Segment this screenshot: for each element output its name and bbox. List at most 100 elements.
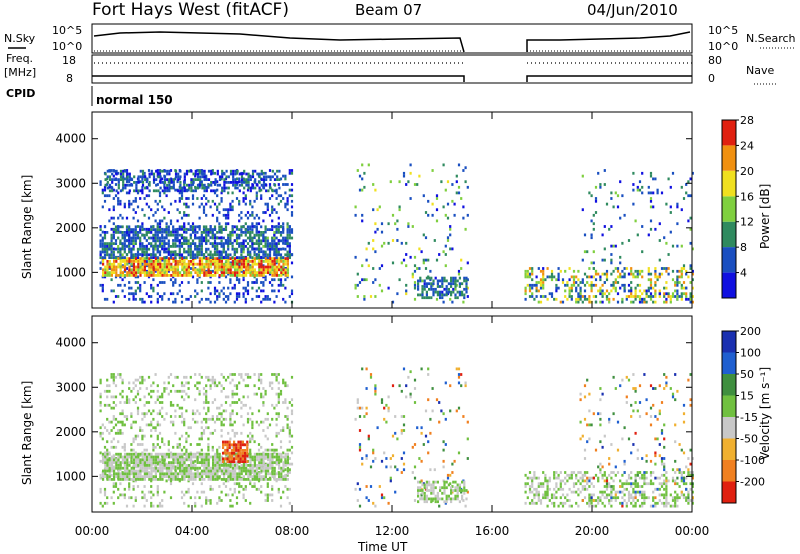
- heatmap-cell: [161, 475, 164, 478]
- heatmap-cell: [128, 485, 131, 488]
- heatmap-cell: [178, 245, 181, 248]
- heatmap-cell: [262, 274, 265, 277]
- heatmap-cell: [260, 464, 263, 467]
- heatmap-cell: [159, 257, 162, 260]
- heatmap-cell: [428, 287, 431, 291]
- heatmap-cell: [137, 455, 140, 459]
- heatmap-cell: [220, 403, 223, 407]
- heatmap-cell: [203, 466, 206, 470]
- heatmap-cell: [275, 375, 278, 379]
- heatmap-cell: [647, 278, 650, 282]
- heatmap-cell: [227, 375, 230, 379]
- heatmap-cell: [110, 420, 113, 424]
- heatmap-cell: [126, 472, 129, 476]
- heatmap-cell: [207, 286, 210, 290]
- heatmap-cell: [163, 281, 166, 284]
- heatmap-cell: [266, 247, 269, 251]
- heatmap-cell: [282, 265, 285, 269]
- heatmap-cell: [169, 389, 173, 393]
- heatmap-cell: [200, 242, 203, 245]
- heatmap-cell: [290, 409, 294, 413]
- heatmap-cell: [222, 292, 225, 296]
- heatmap-cell: [649, 295, 653, 298]
- heatmap-cell: [202, 401, 206, 404]
- heatmap-cell: [121, 493, 124, 497]
- heatmap-cell: [119, 283, 122, 287]
- heatmap-cell: [278, 464, 281, 467]
- heatmap-cell: [136, 231, 140, 234]
- heatmap-cell: [564, 269, 567, 273]
- heatmap-cell: [288, 256, 291, 259]
- heatmap-cell: [157, 452, 160, 456]
- heatmap-cell: [242, 423, 245, 427]
- heatmap-cell: [154, 262, 157, 266]
- heatmap-cell: [163, 189, 167, 193]
- heatmap-cell: [130, 461, 133, 464]
- heatmap-cell: [290, 375, 294, 379]
- heatmap-cell: [178, 250, 181, 254]
- heatmap-cell: [234, 169, 237, 173]
- heatmap-cell: [124, 274, 127, 277]
- heatmap-cell: [253, 271, 256, 274]
- heatmap-cell: [108, 189, 112, 193]
- heatmap-cell: [222, 242, 225, 245]
- heatmap-cell: [275, 197, 278, 200]
- heatmap-cell: [112, 256, 115, 259]
- heatmap-cell: [121, 265, 124, 269]
- heatmap-cell: [139, 289, 142, 293]
- heatmap-cell: [446, 239, 450, 242]
- heatmap-cell: [103, 501, 107, 505]
- heatmap-cell: [222, 213, 225, 217]
- heatmap-cell: [685, 269, 688, 273]
- heatmap-cell: [676, 202, 679, 206]
- heatmap-cell: [194, 247, 197, 251]
- heatmap-cell: [418, 247, 421, 251]
- heatmap-cell: [229, 281, 232, 284]
- heatmap-cell: [213, 247, 217, 251]
- heatmap-cell: [209, 478, 212, 481]
- heatmap-cell: [682, 267, 686, 270]
- heatmap-cell: [174, 475, 177, 478]
- heatmap-cell: [380, 230, 384, 234]
- heatmap-cell: [535, 289, 538, 293]
- heatmap-cell: [621, 269, 624, 273]
- heatmap-cell: [178, 283, 181, 287]
- heatmap-cell: [238, 202, 241, 206]
- heatmap-cell: [209, 431, 212, 435]
- heatmap-cell: [198, 260, 201, 263]
- heatmap-cell: [132, 262, 135, 266]
- heatmap-cell: [240, 268, 243, 272]
- heatmap-cell: [212, 466, 215, 470]
- heatmap-cell: [278, 461, 281, 464]
- heatmap-cell: [126, 452, 129, 456]
- heatmap-cell: [99, 245, 102, 248]
- heatmap-cell: [154, 461, 157, 464]
- heatmap-cell: [99, 501, 102, 505]
- heatmap-cell: [113, 466, 116, 470]
- heatmap-cell: [128, 202, 131, 206]
- heatmap-cell: [260, 260, 263, 263]
- heatmap-cell: [136, 253, 140, 257]
- heatmap-cell: [262, 186, 266, 190]
- heatmap-cell: [112, 375, 115, 379]
- heatmap-cell: [680, 295, 683, 298]
- heatmap-cell: [121, 242, 124, 245]
- heatmap-cell: [542, 283, 545, 287]
- heatmap-cell: [136, 191, 140, 195]
- heatmap-cell: [224, 222, 228, 226]
- heatmap-cell: [196, 255, 199, 259]
- heatmap-cell: [583, 250, 587, 254]
- heatmap-cell: [581, 278, 584, 282]
- heatmap-cell: [550, 278, 554, 282]
- heatmap-cell: [260, 452, 263, 456]
- heatmap-cell: [161, 236, 164, 240]
- heatmap-cell: [535, 295, 538, 298]
- heatmap-cell: [196, 281, 199, 284]
- heatmap-cell: [154, 429, 157, 432]
- heatmap-cell: [209, 228, 212, 231]
- heatmap-cell: [113, 169, 116, 173]
- heatmap-cell: [271, 245, 274, 248]
- heatmap-cell: [271, 417, 274, 421]
- heatmap-cell: [568, 295, 571, 298]
- heatmap-cell: [224, 208, 228, 212]
